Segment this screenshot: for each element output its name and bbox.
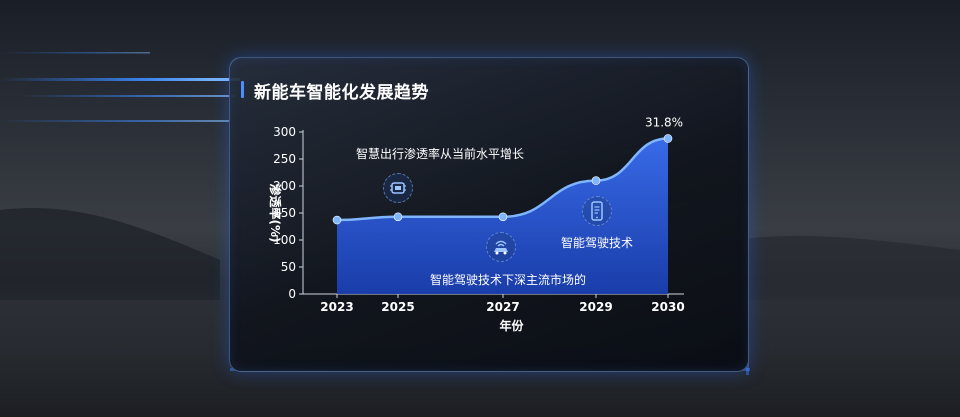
y-tick-label: 50 (281, 260, 296, 274)
y-tick-label: 200 (273, 179, 296, 193)
series-area-fill (337, 138, 668, 294)
y-tick-label: 150 (273, 206, 296, 220)
y-axis-title: 渗透率(%) (268, 184, 283, 243)
y-tick-label: 250 (273, 152, 296, 166)
title-accent-bar (241, 81, 244, 98)
y-tick-label: 300 (273, 125, 296, 139)
series-area (332, 134, 673, 294)
chart-title: 新能车智能化发展趋势 (254, 83, 429, 103)
data-point (498, 212, 508, 222)
x-tick-label: 2030 (651, 300, 684, 314)
x-axis-title: 年份 (499, 318, 524, 333)
x-tick-label: 2023 (320, 300, 353, 314)
axis-labels: 0 50 100 150 200 250 300 2023 2025 2027 2029 2030 31… (268, 115, 685, 333)
data-label: 31.8% (645, 115, 683, 129)
data-point (393, 212, 403, 222)
x-tick-label: 2025 (381, 300, 414, 314)
data-point (663, 134, 673, 143)
car-signal-icon (486, 232, 516, 262)
smartphone-icon (582, 196, 612, 226)
y-tick-label: 0 (288, 287, 296, 301)
y-tick-label: 100 (273, 233, 296, 247)
series-line (336, 137, 669, 222)
x-tick-label: 2027 (486, 300, 519, 314)
data-point (332, 215, 342, 225)
annotation-autodrive: 智能驾驶技术 (561, 236, 634, 250)
car-chip-icon (383, 173, 413, 203)
data-point (591, 176, 601, 185)
annotation-mainstream: 智能驾驶技术下深主流市场的 (430, 273, 587, 287)
annotation-growth: 智慧出行渗透率从当前水平增长 (356, 147, 525, 161)
x-tick-label: 2029 (579, 300, 612, 314)
